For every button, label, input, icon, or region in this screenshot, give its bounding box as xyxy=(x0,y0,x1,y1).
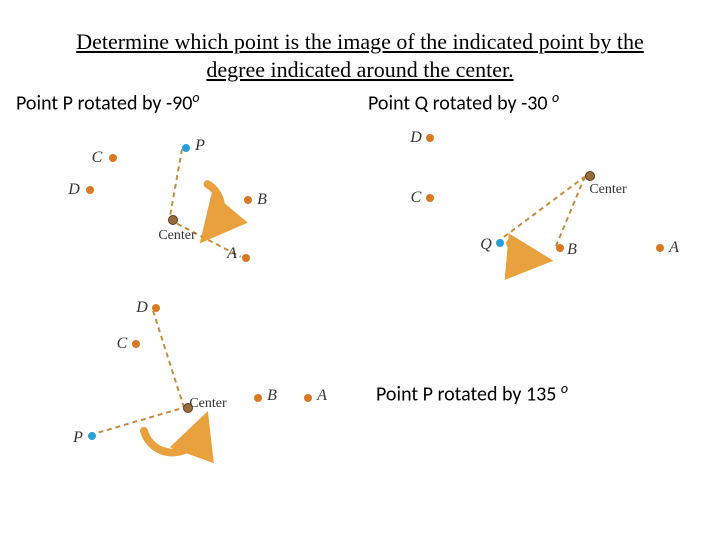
point-c xyxy=(109,154,117,162)
point-b xyxy=(556,244,564,252)
center-label: Center xyxy=(158,228,195,244)
prompt-text: Point P rotated by 135 xyxy=(376,382,561,406)
rotation-arrow xyxy=(207,184,221,225)
diagram-2: D Center C Q B A xyxy=(360,118,712,288)
point-label-d: D xyxy=(68,181,80,199)
point-c xyxy=(132,340,140,348)
rotation-ray xyxy=(153,309,184,407)
degree-symbol: o xyxy=(552,89,559,106)
rotation-ray xyxy=(90,407,184,434)
point-label-q: Q xyxy=(480,236,492,254)
point-d xyxy=(86,186,94,194)
problem-2: Point Q rotated by -30 o D Center C Q B A xyxy=(360,87,712,288)
point-label-c: C xyxy=(92,149,103,167)
rotation-arrow xyxy=(144,430,200,452)
point-d xyxy=(152,304,160,312)
point-p xyxy=(88,432,96,440)
diagram-overlay xyxy=(8,288,360,488)
point-label-d: D xyxy=(136,299,148,317)
point-label-c: C xyxy=(411,189,422,207)
page-title: Determine which point is the image of th… xyxy=(0,0,720,87)
center-label: Center xyxy=(589,182,626,198)
point-p xyxy=(182,144,190,152)
problem-1: Point P rotated by -90o C P D B Center A xyxy=(8,87,360,288)
prompt-text: Point Q rotated by -30 xyxy=(368,92,552,116)
center-point xyxy=(168,215,178,225)
degree-symbol: o xyxy=(561,380,568,397)
point-a xyxy=(242,254,250,262)
point-label-p: P xyxy=(73,429,83,447)
point-label-a: A xyxy=(669,239,679,257)
point-a xyxy=(304,394,312,402)
rotation-arrow xyxy=(510,243,530,258)
rotation-ray xyxy=(556,176,585,246)
problem-2-prompt: Point Q rotated by -30 o xyxy=(360,87,712,118)
prompt-text: Point P rotated by -90 xyxy=(16,92,192,116)
point-label-b: B xyxy=(257,191,267,209)
problem-1-prompt: Point P rotated by -90o xyxy=(8,87,360,118)
problems-grid: Point P rotated by -90o CPDBCenterA Poin… xyxy=(0,87,720,488)
center-point xyxy=(585,171,595,181)
rotation-ray xyxy=(497,176,585,242)
point-label-d: D xyxy=(410,129,422,147)
problem-3-prompt-cell: Point P rotated by 135 o xyxy=(360,288,712,488)
problem-3: DC B A Center P xyxy=(8,288,360,488)
problem-3-prompt: Point P rotated by 135 o xyxy=(368,378,568,409)
point-c xyxy=(426,194,434,202)
point-label-a: A xyxy=(227,245,237,263)
point-label-p: P xyxy=(195,137,205,155)
point-q xyxy=(496,239,504,247)
point-label-b: B xyxy=(567,241,577,259)
point-label-b: B xyxy=(267,387,277,405)
point-b xyxy=(244,196,252,204)
point-b xyxy=(254,394,262,402)
point-d xyxy=(426,134,434,142)
center-label: Center xyxy=(189,396,226,412)
point-a xyxy=(656,244,664,252)
rotation-ray xyxy=(169,149,182,219)
point-label-c: C xyxy=(117,335,128,353)
diagram-1: C P D B Center A xyxy=(8,118,360,288)
diagram-3: DC B A Center P xyxy=(8,288,360,488)
point-label-a: A xyxy=(317,387,327,405)
degree-symbol: o xyxy=(192,89,199,106)
